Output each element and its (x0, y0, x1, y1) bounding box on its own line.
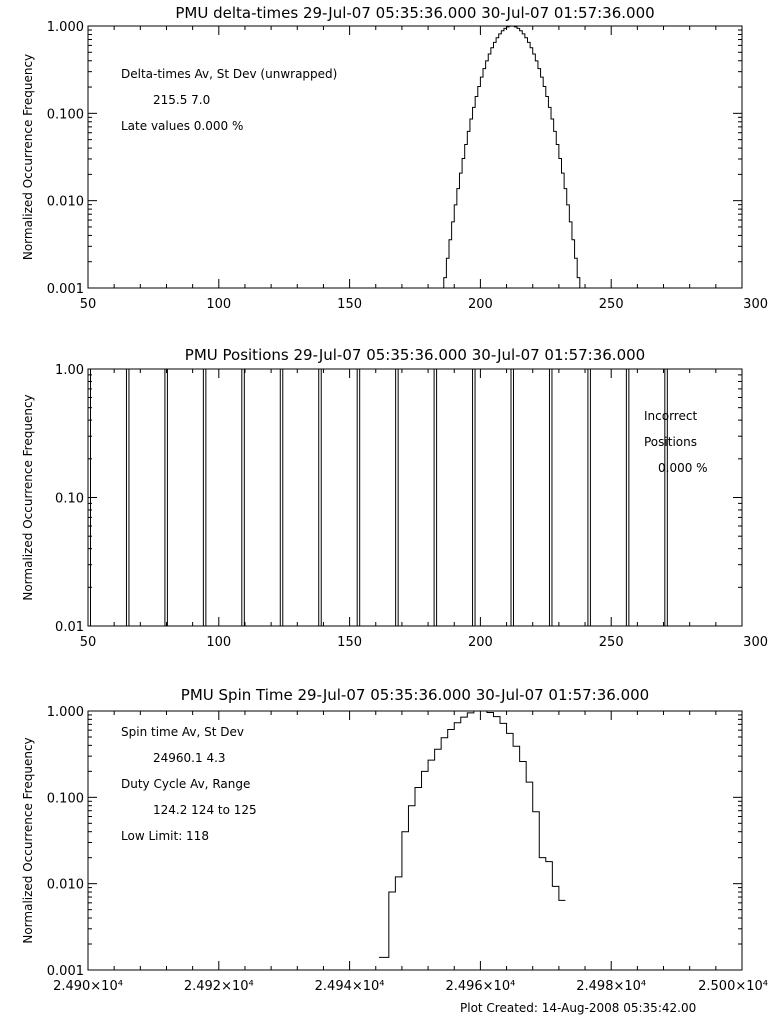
y-tick-label: 1.00 (55, 363, 84, 378)
annotation-text: Delta-times Av, St Dev (unwrapped) (121, 67, 337, 81)
histogram-line (441, 25, 581, 289)
chart-title: PMU Positions 29-Jul-07 05:35:36.000 30-… (185, 346, 645, 364)
plot-created-footer: Plot Created: 14-Aug-2008 05:35:42.00 (460, 1001, 697, 1015)
x-tick-label: 100 (206, 635, 231, 650)
plot-frame (87, 710, 743, 971)
annotation-text: 124.2 124 to 125 (153, 803, 257, 817)
x-tick-label: 2.500×10⁴ (698, 979, 768, 994)
y-axis-label: Normalized Occurrence Frequency (21, 54, 35, 260)
y-axis-label: Normalized Occurrence Frequency (21, 737, 35, 943)
annotation-text: Spin time Av, St Dev (121, 725, 244, 739)
y-tick-label: 0.100 (47, 791, 84, 806)
y-tick-label: 1.000 (47, 705, 84, 720)
y-tick-label: 0.10 (55, 492, 84, 507)
annotation-text: Incorrect (644, 409, 697, 423)
annotation-text: 24960.1 4.3 (153, 751, 226, 765)
x-tick-label: 2.490×10⁴ (53, 979, 123, 994)
x-tick-label: 50 (80, 297, 97, 312)
chart-title: PMU delta-times 29-Jul-07 05:35:36.000 3… (175, 4, 654, 22)
chart-1: PMU delta-times 29-Jul-07 05:35:36.000 3… (21, 4, 768, 312)
y-tick-label: 0.001 (47, 282, 84, 297)
chart-3: PMU Spin Time 29-Jul-07 05:35:36.000 30-… (21, 686, 768, 994)
y-axis-label: Normalized Occurrence Frequency (21, 394, 35, 600)
annotation-text: Late values 0.000 % (121, 119, 243, 133)
y-tick-label: 0.001 (47, 964, 84, 979)
chart-title: PMU Spin Time 29-Jul-07 05:35:36.000 30-… (181, 686, 649, 704)
plot-frame (87, 368, 743, 627)
x-tick-label: 2.494×10⁴ (315, 979, 385, 994)
x-tick-label: 250 (599, 635, 624, 650)
x-tick-label: 300 (743, 635, 768, 650)
annotation-text: Positions (644, 435, 697, 449)
x-tick-label: 300 (743, 297, 768, 312)
x-tick-label: 200 (468, 297, 493, 312)
x-tick-label: 150 (337, 297, 362, 312)
plot-frame (87, 25, 743, 289)
y-tick-label: 0.01 (55, 620, 84, 635)
annotation-text: 215.5 7.0 (153, 93, 210, 107)
chart-2: PMU Positions 29-Jul-07 05:35:36.000 30-… (21, 346, 768, 650)
y-tick-label: 1.000 (47, 20, 84, 35)
y-tick-label: 0.010 (47, 878, 84, 893)
x-tick-label: 2.492×10⁴ (184, 979, 254, 994)
x-tick-label: 150 (337, 635, 362, 650)
x-tick-label: 250 (599, 297, 624, 312)
annotation-text: Low Limit: 118 (121, 829, 209, 843)
x-tick-label: 50 (80, 635, 97, 650)
x-tick-label: 2.498×10⁴ (576, 979, 646, 994)
annotation-text: 0.000 % (658, 461, 708, 475)
x-tick-label: 2.496×10⁴ (445, 979, 515, 994)
annotation-text: Duty Cycle Av, Range (121, 777, 250, 791)
x-tick-label: 100 (206, 297, 231, 312)
x-tick-label: 200 (468, 635, 493, 650)
y-tick-label: 0.010 (47, 195, 84, 210)
y-tick-label: 0.100 (47, 107, 84, 122)
histogram-line (379, 710, 566, 958)
